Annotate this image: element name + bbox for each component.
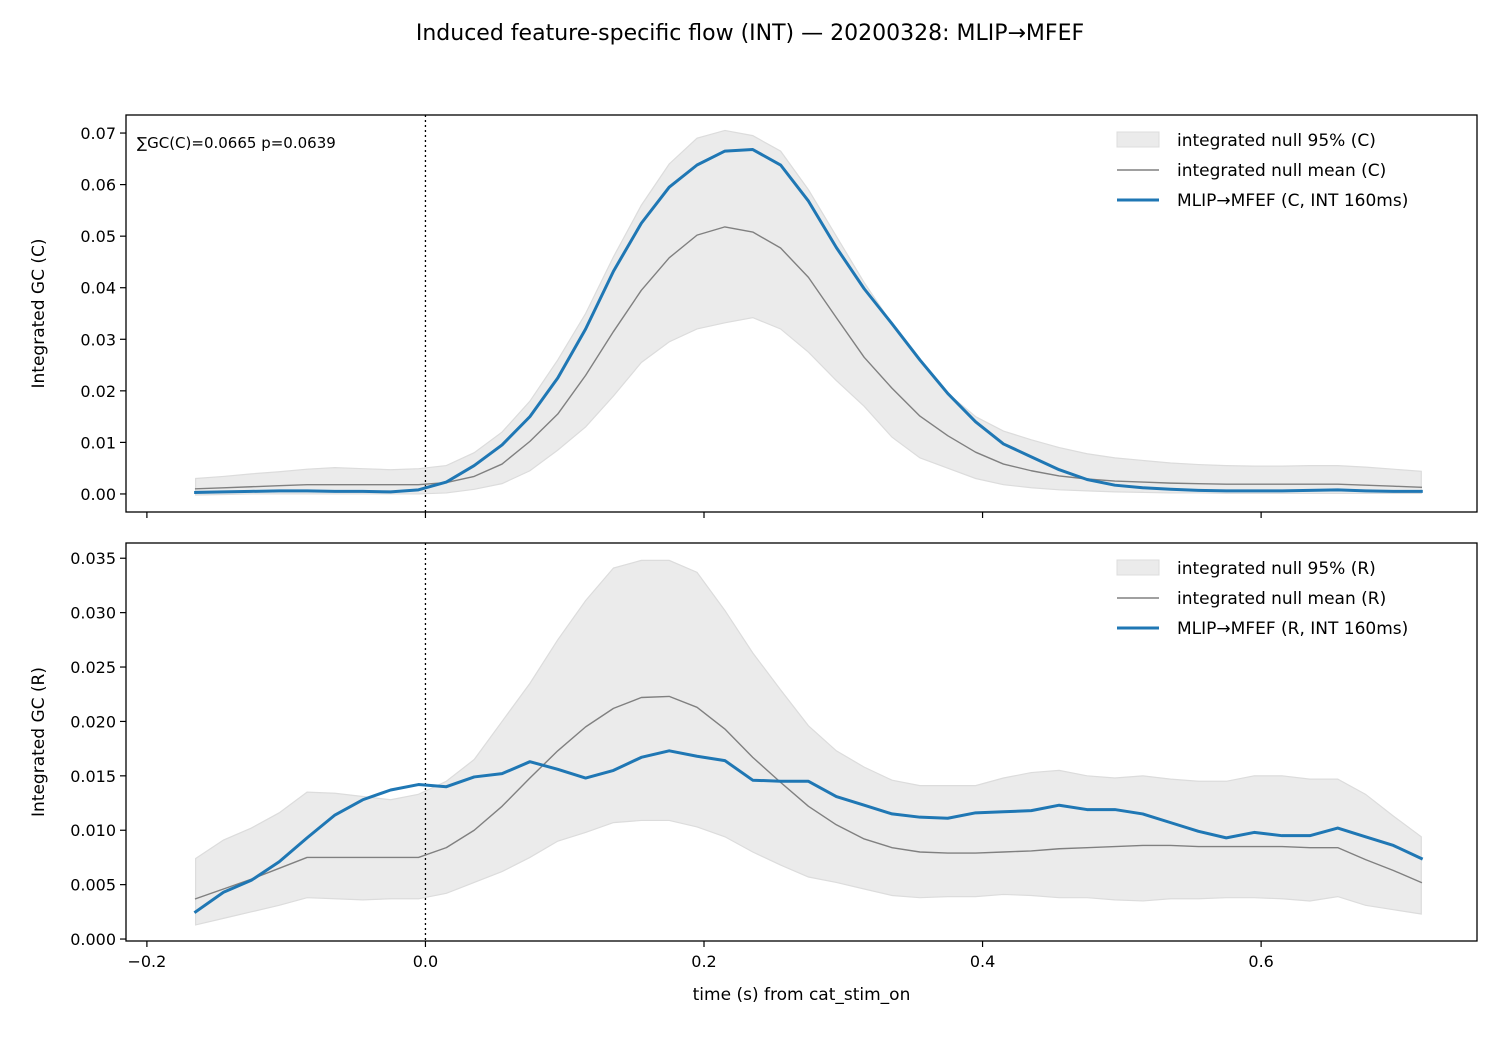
x-tick-label-R: −0.2	[127, 952, 166, 971]
axes-frame-R	[125, 542, 1478, 942]
x-tick-label-R: 0.0	[413, 952, 438, 971]
y-tick-label-R: 0.000	[70, 930, 116, 949]
y-tick-label-R: 0.030	[70, 604, 116, 623]
y-axis-label-C: Integrated GC (C)	[29, 238, 49, 388]
legend-label-R: MLIP→MFEF (R, INT 160ms)	[1177, 619, 1408, 639]
y-tick-label-C: 0.07	[80, 124, 116, 143]
legend-label-C: integrated null mean (C)	[1177, 161, 1386, 181]
null-band-C	[195, 129, 1422, 496]
y-tick-label-R: 0.035	[70, 549, 116, 568]
y-tick-label-R: 0.020	[70, 712, 116, 731]
null-band-R	[195, 559, 1422, 926]
legend-swatch-band-C	[1116, 131, 1160, 148]
y-tick-label-C: 0.03	[80, 330, 116, 349]
y-tick-label-R: 0.025	[70, 658, 116, 677]
x-tick-label-R: 0.6	[1248, 952, 1273, 971]
y-tick-label-C: 0.06	[80, 176, 116, 195]
figure-title: Induced feature-specific flow (INT) — 20…	[416, 21, 1084, 46]
legend-label-R: integrated null 95% (R)	[1177, 559, 1376, 579]
y-tick-label-R: 0.010	[70, 821, 116, 840]
panel-r: 0.000 0.005 0.010 0.015 0.020 0.025 0.030 0.035…	[29, 542, 1478, 1005]
y-tick-label-R: 0.015	[70, 767, 116, 786]
y-tick-label-C: 0.00	[80, 485, 116, 504]
x-tick-label-R: 0.2	[691, 952, 716, 971]
legend-label-R: integrated null mean (R)	[1177, 589, 1386, 609]
stat-annotation-C: ∑GC(C)=0.0665 p=0.0639	[137, 134, 336, 152]
series-line-R	[193, 749, 1424, 914]
legend-label-C: MLIP→MFEF (C, INT 160ms)	[1177, 191, 1408, 211]
y-tick-label-R: 0.005	[70, 876, 116, 895]
null-mean-line-C	[194, 226, 1423, 490]
x-tick-label-R: 0.4	[970, 952, 995, 971]
series-line-C	[194, 148, 1423, 494]
y-tick-label-C: 0.01	[80, 433, 116, 452]
axes-frame-C	[125, 114, 1478, 513]
y-tick-label-C: 0.04	[80, 279, 116, 298]
y-axis-label-R: Integrated GC (R)	[29, 667, 49, 817]
legend-label-C: integrated null 95% (C)	[1177, 131, 1376, 151]
legend-swatch-band-R	[1116, 559, 1160, 576]
null-mean-line-R	[194, 695, 1423, 900]
y-tick-label-C: 0.05	[80, 227, 116, 246]
x-axis-label: time (s) from cat_stim_on	[693, 985, 911, 1005]
y-tick-label-C: 0.02	[80, 382, 116, 401]
panel-c: 0.00 0.01 0.02 0.03 0.04 0.05 0.06 0.07 Integrat…	[29, 114, 1478, 518]
